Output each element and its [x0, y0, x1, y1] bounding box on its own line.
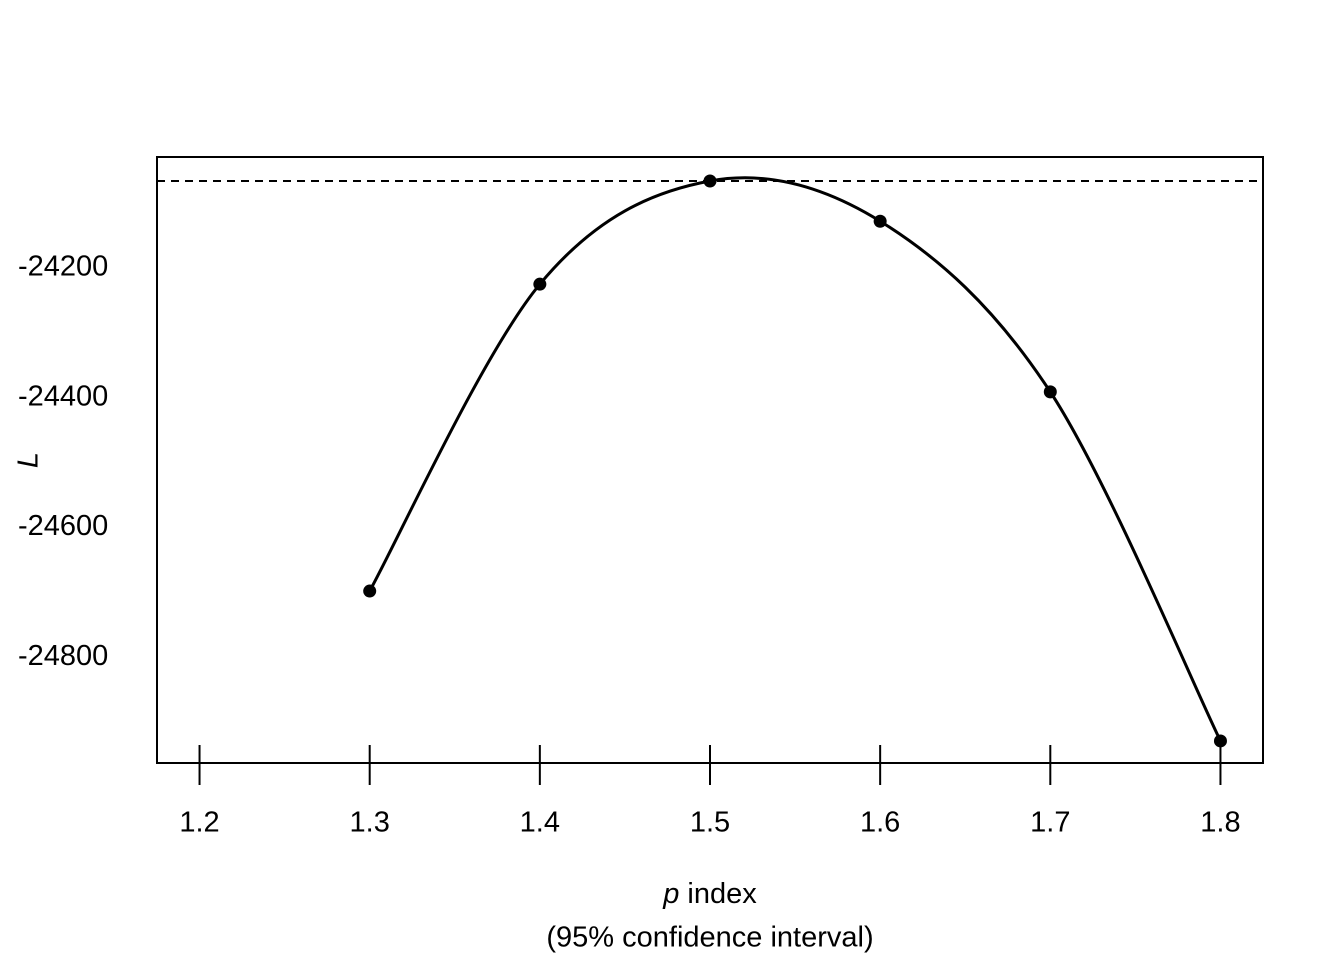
x-tick-label: 1.3	[350, 807, 390, 839]
x-tick-label: 1.7	[1030, 807, 1070, 839]
x-axis-label: p index	[662, 878, 757, 910]
plot-frame	[156, 156, 1264, 764]
point	[1213, 734, 1227, 748]
x-tick-label: 1.8	[1200, 807, 1240, 839]
point	[533, 277, 547, 291]
y-tick-label: -24800	[18, 640, 108, 672]
x-tick-label: 1.5	[690, 807, 730, 839]
y-tick-label: -24600	[18, 510, 108, 542]
x-tick-label: 1.6	[860, 807, 900, 839]
x-axis-text: index	[687, 878, 757, 910]
point	[873, 214, 887, 228]
y-tick-label: -24200	[18, 251, 108, 283]
x-axis-note: (95% confidence interval)	[546, 922, 873, 954]
point	[703, 174, 717, 188]
point	[1043, 385, 1057, 399]
point	[363, 584, 377, 598]
curve	[368, 176, 1222, 742]
x-axis-symbol: p	[662, 878, 679, 910]
x-tick-label: 1.4	[520, 807, 560, 839]
y-axis-label: L	[13, 452, 45, 468]
y-tick-label: -24400	[18, 380, 108, 412]
x-tick-label: 1.2	[179, 807, 219, 839]
